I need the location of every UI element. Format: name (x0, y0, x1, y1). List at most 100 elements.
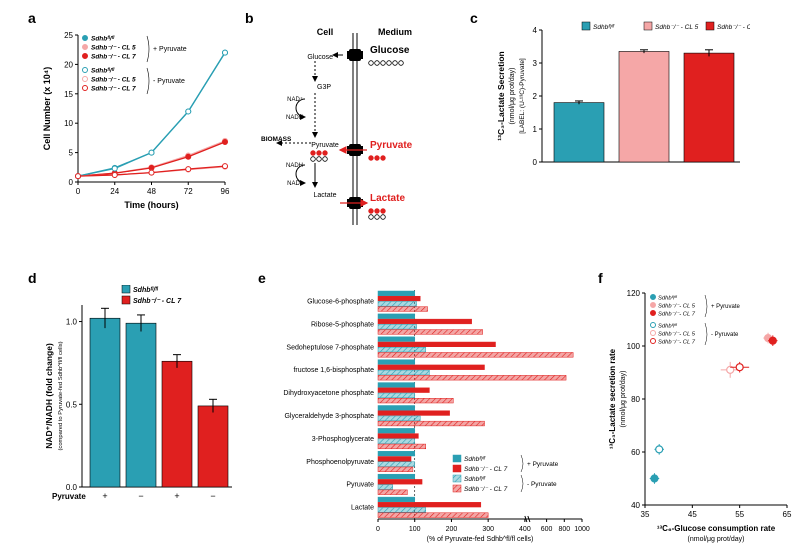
svg-text:+: + (102, 491, 107, 501)
svg-text:3: 3 (533, 59, 538, 68)
svg-text:Sdhb⁻/⁻ - CL 7: Sdhb⁻/⁻ - CL 7 (464, 486, 508, 493)
svg-text:- Pyruvate: - Pyruvate (711, 332, 739, 338)
svg-text:Lactate: Lactate (370, 193, 405, 204)
svg-text:¹³C₃-Lactate Secretion: ¹³C₃-Lactate Secretion (496, 51, 506, 140)
svg-text:Glucose-6-phosphate: Glucose-6-phosphate (307, 298, 374, 305)
svg-text:Pyruvate: Pyruvate (52, 492, 86, 501)
svg-text:(% of Pyruvate-fed Sdhb^fl/fl: (% of Pyruvate-fed Sdhb^fl/fl cells) (427, 536, 534, 543)
panel-d-chart: 0.00.51.0+−+−PyruvateNAD⁺/NADH (fold cha… (40, 285, 240, 515)
svg-text:0: 0 (69, 178, 74, 187)
svg-text:1000: 1000 (574, 526, 590, 533)
svg-text:Sdhb⁻/⁻- CL 7: Sdhb⁻/⁻- CL 7 (658, 312, 696, 318)
svg-text:Sdhb⁻/⁻ - CL 5: Sdhb⁻/⁻ - CL 5 (655, 24, 699, 31)
panel-d-label: d (28, 270, 37, 288)
svg-text:+ Pyruvate: + Pyruvate (527, 461, 559, 468)
svg-text:Sdhb⁻/⁻ - CL 7: Sdhb⁻/⁻ - CL 7 (91, 54, 136, 61)
svg-text:Time (hours): Time (hours) (124, 200, 178, 210)
svg-text:45: 45 (688, 510, 697, 519)
svg-text:Cell Number (x 10⁴): Cell Number (x 10⁴) (42, 67, 52, 150)
svg-text:400: 400 (519, 526, 531, 533)
svg-text:- Pyruvate: - Pyruvate (153, 78, 185, 85)
svg-text:Sdhbᶠˡ/ᶠˡ: Sdhbᶠˡ/ᶠˡ (464, 476, 486, 483)
panel-a-label: a (28, 10, 36, 28)
svg-text:Sdhb⁻/⁻ - CL 7: Sdhb⁻/⁻ - CL 7 (91, 86, 136, 93)
svg-text:Sdhbᶠˡ/ᶠˡ: Sdhbᶠˡ/ᶠˡ (91, 36, 115, 43)
svg-text:Medium: Medium (378, 27, 412, 37)
svg-text:48: 48 (147, 187, 156, 196)
svg-text:60: 60 (631, 448, 640, 457)
svg-text:NAD⁺: NAD⁺ (287, 180, 303, 187)
svg-text:Phosphoenolpyruvate: Phosphoenolpyruvate (306, 459, 374, 466)
svg-text:Sdhb⁻/⁻ - CL 5: Sdhb⁻/⁻ - CL 5 (91, 77, 136, 84)
svg-text:Sdhbᶠˡ/ᶠˡ: Sdhbᶠˡ/ᶠˡ (593, 24, 615, 31)
svg-text:+ Pyruvate: + Pyruvate (711, 304, 741, 310)
svg-text:Glyceraldehyde 3-phosphate: Glyceraldehyde 3-phosphate (284, 413, 374, 420)
svg-text:10: 10 (64, 119, 73, 128)
svg-text:Sdhb⁻/⁻ - CL 7: Sdhb⁻/⁻ - CL 7 (464, 466, 508, 473)
svg-text:¹³C₆-Glucose consumption rate: ¹³C₆-Glucose consumption rate (657, 524, 776, 533)
svg-text:0.5: 0.5 (66, 400, 78, 409)
svg-text:- Pyruvate: - Pyruvate (527, 481, 557, 488)
svg-text:72: 72 (184, 187, 193, 196)
svg-text:Sdhbᶠˡ/ᶠˡ: Sdhbᶠˡ/ᶠˡ (658, 295, 677, 302)
svg-text:24: 24 (110, 187, 119, 196)
svg-text:Sdhbᶠˡ/ᶠˡ: Sdhbᶠˡ/ᶠˡ (464, 456, 486, 463)
svg-text:3-Phosphoglycerate: 3-Phosphoglycerate (312, 436, 374, 443)
panel-b-label: b (245, 10, 254, 28)
svg-text:100: 100 (627, 342, 641, 351)
svg-text:BIOMASS: BIOMASS (261, 136, 292, 143)
svg-text:600: 600 (541, 526, 553, 533)
svg-text:NADH: NADH (286, 163, 303, 169)
svg-text:Glucose: Glucose (307, 54, 333, 61)
svg-text:15: 15 (64, 90, 73, 99)
svg-text:Sdhbᶠˡ/ᶠˡ: Sdhbᶠˡ/ᶠˡ (91, 68, 115, 75)
svg-text:35: 35 (641, 510, 650, 519)
svg-text:Lactate: Lactate (314, 192, 337, 199)
svg-text:1: 1 (533, 125, 538, 134)
svg-text:(nmol/μg prot/day): (nmol/μg prot/day) (688, 536, 745, 543)
svg-text:Dihydroxyacetone phosphate: Dihydroxyacetone phosphate (283, 390, 374, 397)
panel-c-chart: 01234¹³C₃-Lactate Secretion(nmol/μg prot… (490, 20, 750, 190)
panel-f-label: f (598, 270, 603, 288)
svg-text:80: 80 (631, 395, 640, 404)
svg-text:Pyruvate: Pyruvate (370, 140, 413, 151)
svg-text:Pyruvate: Pyruvate (346, 482, 374, 489)
svg-text:NADH: NADH (286, 115, 303, 121)
svg-text:2: 2 (533, 92, 538, 101)
svg-text:+ Pyruvate: + Pyruvate (153, 46, 187, 53)
svg-text:96: 96 (221, 187, 230, 196)
svg-text:0: 0 (533, 158, 538, 167)
svg-text:800: 800 (558, 526, 570, 533)
svg-text:−: − (138, 491, 143, 501)
svg-text:Sdhb⁻/⁻ - CL 7: Sdhb⁻/⁻ - CL 7 (717, 24, 750, 31)
panel-c-label: c (470, 10, 478, 28)
svg-text:Sdhb⁻/⁻- CL 5: Sdhb⁻/⁻- CL 5 (658, 332, 696, 338)
svg-text:0: 0 (376, 526, 380, 533)
svg-text:Sdhbᶠˡ/ᶠˡ: Sdhbᶠˡ/ᶠˡ (133, 287, 159, 294)
svg-text:Lactate: Lactate (351, 505, 374, 512)
panel-e-chart: 01002003004006008001000Glucose-6-phospha… (260, 285, 590, 545)
svg-text:−: − (210, 491, 215, 501)
svg-text:4: 4 (533, 26, 538, 35)
svg-text:200: 200 (446, 526, 458, 533)
svg-text:G3P: G3P (317, 84, 331, 91)
svg-text:Ribose-5-phosphate: Ribose-5-phosphate (311, 321, 374, 328)
svg-text:20: 20 (64, 60, 73, 69)
svg-text:[LABEL: (U-¹³C)-Pyruvate]: [LABEL: (U-¹³C)-Pyruvate] (519, 58, 526, 134)
svg-text:fructose 1,6-bisphosphate: fructose 1,6-bisphosphate (293, 367, 374, 374)
svg-text:40: 40 (631, 501, 640, 510)
svg-text:Glucose: Glucose (370, 45, 410, 56)
svg-text:NAD⁺: NAD⁺ (287, 96, 303, 103)
svg-text:120: 120 (627, 289, 641, 298)
svg-text:(compared to Pyruvate-fed Sdhb: (compared to Pyruvate-fed Sdhb^fl/fl cel… (58, 341, 64, 450)
svg-text:NAD⁺/NADH (fold change): NAD⁺/NADH (fold change) (44, 343, 54, 449)
svg-text:Sdhb⁻/⁻ - CL 7: Sdhb⁻/⁻ - CL 7 (133, 298, 182, 305)
svg-text:5: 5 (69, 149, 74, 158)
svg-text:100: 100 (409, 526, 421, 533)
svg-text:+: + (174, 491, 179, 501)
svg-text:(nmol/μg prot/day): (nmol/μg prot/day) (620, 371, 627, 428)
svg-text:Sdhb⁻/⁻ - CL 5: Sdhb⁻/⁻ - CL 5 (91, 45, 136, 52)
svg-text:65: 65 (783, 510, 792, 519)
svg-text:Cell: Cell (317, 27, 334, 37)
svg-text:0.0: 0.0 (66, 483, 78, 492)
